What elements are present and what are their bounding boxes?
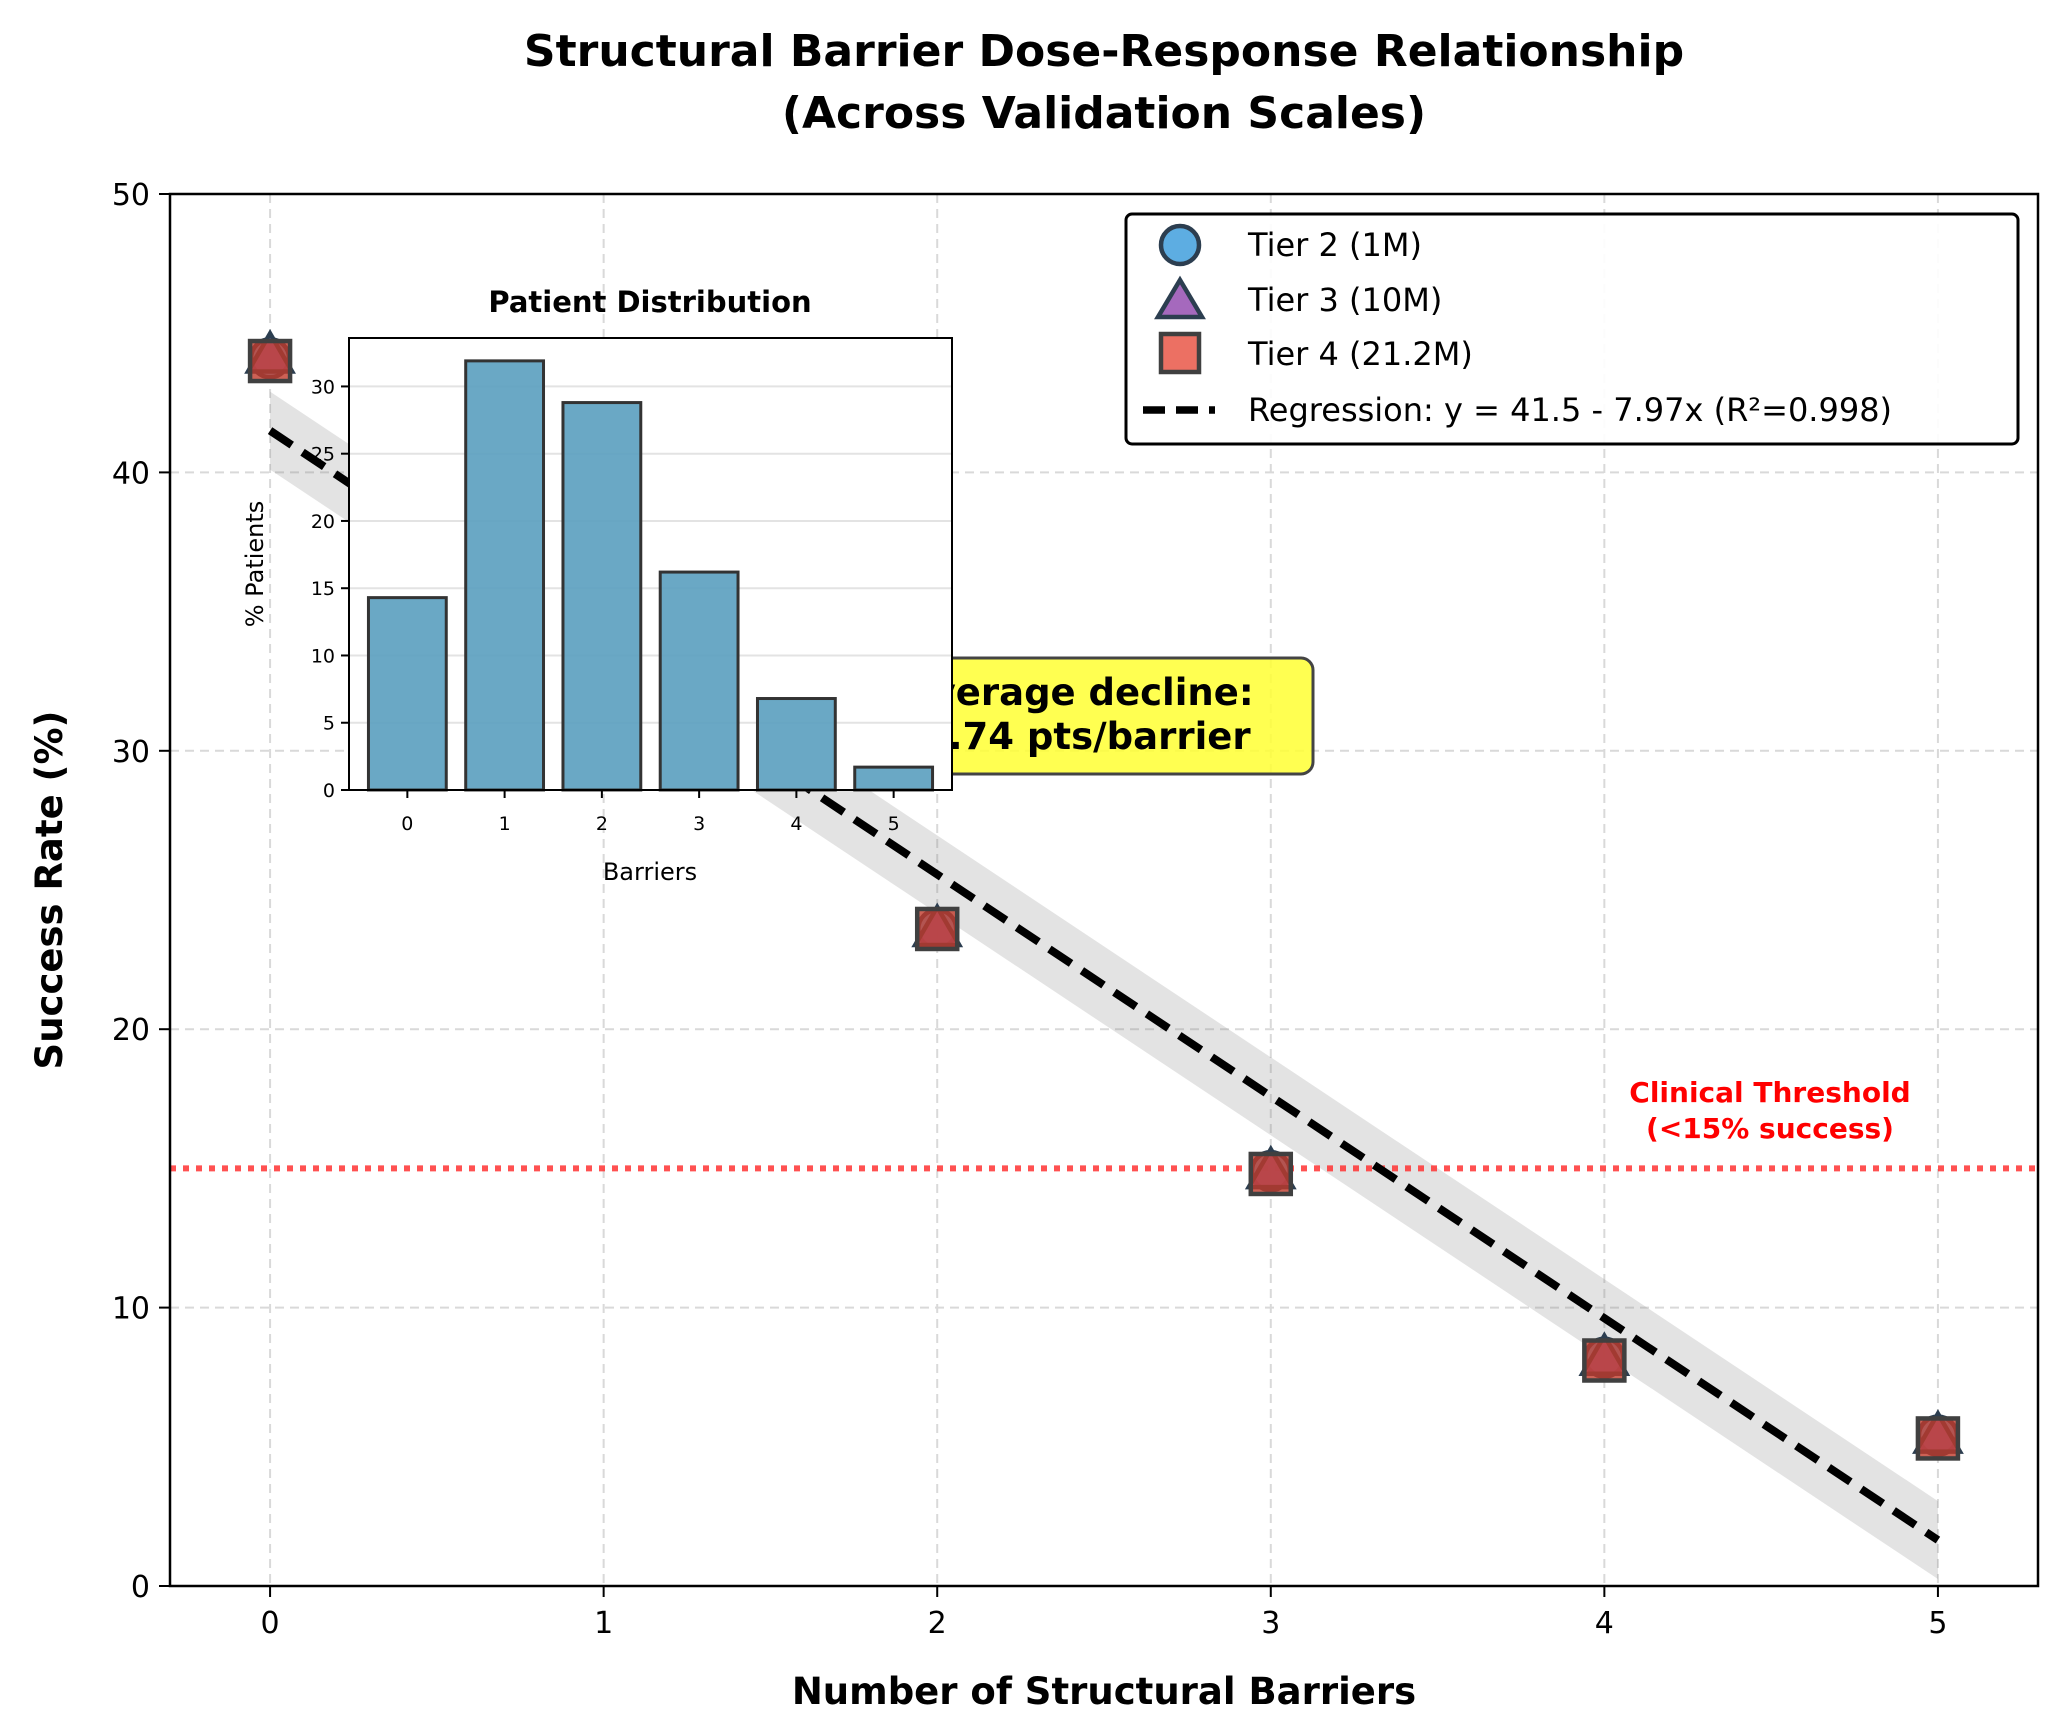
- inset-y-tick-label: 10: [311, 645, 335, 667]
- inset-bars: [366, 359, 935, 792]
- legend-label-regression: Regression: y = 41.5 - 7.97x (R²=0.998): [1248, 391, 1892, 429]
- legend-box: [1124, 212, 2020, 446]
- legend-label-tier-2: Tier 2 (1M): [1247, 226, 1422, 264]
- inset-x-tick-label: 4: [790, 813, 802, 835]
- y-tick-label: 20: [112, 1013, 150, 1048]
- y-tick-label: 50: [112, 178, 150, 213]
- inset-x-tick-label: 0: [401, 813, 413, 835]
- tier-4-point: [247, 338, 293, 384]
- inset-title: Patient Distribution: [488, 285, 811, 319]
- threshold-label-line-2: (<15% success): [1646, 1112, 1894, 1145]
- inset-bar: [366, 596, 448, 792]
- y-axis-label: Success Rate (%): [28, 711, 71, 1070]
- x-tick-label: 2: [928, 1606, 947, 1641]
- scatter-points-layer: [244, 328, 1964, 1461]
- legend-label-tier-3: Tier 3 (10M): [1247, 281, 1442, 319]
- inset-chart: 0 1 2 3 4 5 0 5 10 15 20 25 30 Patient Distribution…: [241, 285, 953, 886]
- inset-bar: [853, 765, 935, 792]
- x-tick-label: 3: [1261, 1606, 1280, 1641]
- legend: Tier 2 (1M) Tier 3 (10M) Tier 4 (21.2M) …: [1124, 212, 2020, 446]
- x-tick-label: 1: [594, 1606, 613, 1641]
- decline-annotation-line-2: -7.74 pts/barrier: [907, 715, 1251, 758]
- x-axis-label: Number of Structural Barriers: [792, 1670, 1416, 1713]
- inset-x-tick-label: 2: [596, 813, 608, 835]
- chart-title-line-2: (Across Validation Scales): [782, 88, 1426, 139]
- inset-y-label: % Patients: [241, 501, 269, 628]
- inset-bar: [755, 697, 837, 792]
- inset-bar: [561, 401, 643, 792]
- tier-4-point: [1582, 1338, 1627, 1383]
- legend-label-tier-4: Tier 4 (21.2M): [1247, 335, 1473, 373]
- chart-title-line-1: Structural Barrier Dose-Response Relatio…: [524, 26, 1684, 77]
- inset-y-tick-label: 30: [311, 376, 335, 398]
- inset-y-ticks: 0 5 10 15 20 25 30: [311, 376, 349, 802]
- y-tick-label: 30: [112, 735, 150, 770]
- x-tick-label: 4: [1595, 1606, 1614, 1641]
- y-tick-label: 10: [112, 1292, 150, 1327]
- tier-4-point: [914, 906, 960, 952]
- y-tick-label: 0: [131, 1570, 150, 1605]
- inset-x-tick-label: 1: [499, 813, 511, 835]
- inset-x-tick-label: 5: [888, 813, 900, 835]
- y-axis-ticks: 0 10 20 30 40 50: [112, 178, 170, 1605]
- legend-marker-tier-2: [1158, 223, 1202, 267]
- decline-annotation-line-1: Average decline:: [904, 671, 1253, 714]
- inset-y-tick-label: 5: [323, 713, 335, 735]
- legend-marker-tier-4: [1158, 331, 1202, 375]
- inset-frame: [348, 337, 953, 791]
- inset-bar: [464, 359, 546, 792]
- inset-x-ticks: 0 1 2 3 4 5: [401, 790, 900, 835]
- inset-background: [349, 338, 952, 790]
- y-tick-label: 40: [112, 456, 150, 491]
- legend-marker-tier-3: [1154, 275, 1206, 320]
- x-axis-ticks: 0 1 2 3 4 5: [261, 1586, 1947, 1641]
- plot-frame: [168, 192, 2040, 1588]
- tier-4-point: [1915, 1416, 1961, 1461]
- x-tick-label: 5: [1928, 1606, 1947, 1641]
- x-tick-label: 0: [261, 1606, 280, 1641]
- inset-x-tick-label: 3: [693, 813, 705, 835]
- inset-y-tick-label: 0: [323, 780, 335, 802]
- threshold-label-line-1: Clinical Threshold: [1629, 1076, 1910, 1109]
- inset-x-label: Barriers: [603, 858, 697, 886]
- decline-annotation: Average decline: -7.74 pts/barrier: [843, 656, 1315, 776]
- inset-y-tick-label: 25: [311, 444, 335, 466]
- inset-y-tick-label: 20: [311, 511, 335, 533]
- inset-bar: [658, 570, 740, 792]
- inset-y-tick-label: 15: [311, 578, 335, 600]
- tier-4-point: [1248, 1151, 1294, 1197]
